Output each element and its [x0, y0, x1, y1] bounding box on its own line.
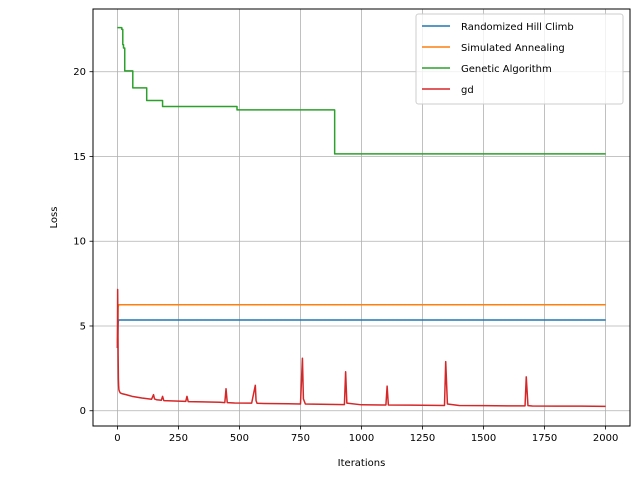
- x-tick-label: 500: [230, 433, 249, 444]
- x-tick-label: 0: [114, 433, 120, 444]
- x-tick-label: 1000: [349, 433, 374, 444]
- legend: Randomized Hill Climb Simulated Annealing…: [415, 13, 624, 105]
- x-tick-label: 1500: [471, 433, 496, 444]
- x-tick-label: 750: [291, 433, 310, 444]
- legend-label: Simulated Annealing: [461, 43, 565, 54]
- x-tick-label: 1750: [532, 433, 557, 444]
- legend-label: Genetic Algorithm: [461, 64, 552, 75]
- x-tick-label: 2000: [593, 433, 618, 444]
- series-line-gd: [116, 288, 606, 408]
- legend-label: gd: [461, 85, 474, 96]
- x-tick-label: 250: [169, 433, 188, 444]
- y-tick-label: 20: [73, 67, 86, 78]
- y-tick-label: 0: [80, 406, 86, 417]
- y-tick-label: 15: [73, 152, 86, 163]
- axis-ticks: 0 250 500 750 1000 1250 1500 1750 2000 0 5 10 15 20: [73, 67, 618, 444]
- series-line-genetic-algorithm: [117, 26, 606, 155]
- legend-label: Randomized Hill Climb: [461, 22, 574, 33]
- series-lines: [116, 26, 606, 408]
- x-tick-label: 1250: [410, 433, 435, 444]
- y-tick-label: 10: [73, 237, 86, 248]
- x-axis-title: Iterations: [338, 458, 386, 469]
- y-tick-label: 5: [80, 321, 86, 332]
- y-axis-title: Loss: [49, 207, 60, 229]
- legend-frame: [415, 13, 624, 105]
